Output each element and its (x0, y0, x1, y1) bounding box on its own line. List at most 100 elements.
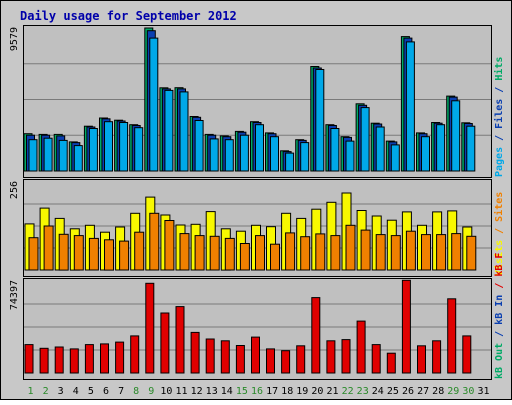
bar (375, 126, 385, 172)
bar (149, 212, 160, 271)
chart-title: Daily usage for September 2012 (20, 9, 237, 23)
bar (432, 340, 442, 374)
bar (315, 69, 325, 172)
bar (54, 346, 64, 374)
bar (179, 91, 189, 172)
x-tick-label: 31 (477, 386, 489, 397)
x-tick-label: 29 (447, 386, 459, 397)
x-tick-label: 17 (266, 386, 278, 397)
bar (145, 282, 155, 374)
legend-entry: / (494, 277, 505, 295)
bar (300, 142, 310, 172)
bar (175, 306, 185, 374)
bar (73, 145, 83, 172)
legend-entry: Pages (494, 147, 505, 177)
x-tick-label: 22 (342, 386, 354, 397)
x-tick-label: 18 (281, 386, 293, 397)
kb-panel: 74397 kB Out / kB In / kB F (9, 253, 505, 380)
bar (356, 320, 366, 374)
bar (285, 232, 296, 271)
x-tick-label: 25 (387, 386, 399, 397)
bar (375, 234, 386, 271)
bar (220, 340, 230, 374)
x-tick-label: 13 (206, 386, 218, 397)
series-kb-f (24, 279, 472, 374)
bar (417, 345, 426, 374)
bar (281, 350, 291, 374)
bar (58, 233, 69, 271)
bar (341, 339, 351, 374)
bar (69, 348, 79, 374)
bar (451, 233, 462, 271)
bar (119, 240, 130, 271)
bar (405, 41, 415, 172)
bar (447, 298, 457, 374)
x-tick-label: 27 (417, 386, 429, 397)
x-tick-label: 2 (43, 386, 49, 397)
bar (24, 344, 34, 374)
x-axis: 1 2 3 4 5 6 7 8 9 10 11 12 13 14 15 16 17 18 19 20 21 22 23 24 2… (27, 386, 489, 397)
bar (209, 235, 220, 271)
legend-entry: Visits (493, 240, 505, 276)
bar (160, 312, 170, 374)
bar (28, 139, 38, 172)
bar (73, 235, 84, 271)
y-max-label: 9579 (9, 27, 20, 51)
bar (296, 345, 306, 374)
x-tick-label: 23 (357, 386, 369, 397)
bar (84, 344, 94, 374)
legend: kB Out / kB In / kB F (494, 253, 505, 379)
x-tick-label: 4 (73, 386, 79, 397)
legend-entry: kB Out (494, 343, 505, 379)
series-sites (28, 212, 477, 271)
bar (194, 235, 205, 271)
legend-entry: Hits (493, 57, 505, 81)
panels-layer: 9579 Pages / Files / Hits 256 Visits / Site… (9, 25, 505, 380)
bar (104, 121, 113, 172)
bar (100, 343, 109, 374)
legend-entry: Sites (493, 192, 505, 222)
bar (130, 335, 140, 374)
bar (300, 236, 311, 271)
x-tick-label: 8 (133, 386, 139, 397)
bar (43, 225, 54, 271)
bar (345, 140, 355, 172)
bar (255, 124, 264, 172)
bar (205, 338, 215, 374)
bar (360, 229, 371, 271)
bar (436, 234, 447, 271)
x-tick-label: 6 (103, 386, 109, 397)
bar (466, 125, 476, 172)
bar (421, 234, 431, 271)
bar (266, 348, 275, 374)
bar (179, 233, 190, 271)
bar (315, 233, 326, 271)
bar (224, 237, 235, 271)
x-tick-label: 1 (27, 386, 33, 397)
x-tick-label: 10 (160, 386, 172, 397)
bar (285, 152, 295, 172)
bar (436, 124, 446, 172)
bar (190, 331, 200, 374)
bar (401, 279, 411, 374)
x-tick-label: 19 (296, 386, 308, 397)
x-tick-label: 16 (251, 386, 263, 397)
bar (39, 347, 49, 374)
bar (104, 239, 114, 271)
legend-entry: / (494, 325, 505, 343)
bar (371, 344, 381, 374)
x-tick-label: 21 (326, 386, 338, 397)
x-tick-label: 3 (58, 386, 64, 397)
x-tick-label: 7 (118, 386, 124, 397)
bar (209, 138, 219, 172)
hits-panel: 9579 Pages / Files / Hits (9, 25, 505, 178)
bar (224, 139, 234, 172)
x-tick-label: 15 (236, 386, 248, 397)
legend-entry: Files (493, 99, 505, 129)
legend: Pages / Files / Hits (493, 57, 505, 177)
bar (134, 231, 145, 271)
bar (251, 336, 260, 374)
x-tick-label: 11 (175, 386, 187, 397)
bar (390, 235, 401, 271)
